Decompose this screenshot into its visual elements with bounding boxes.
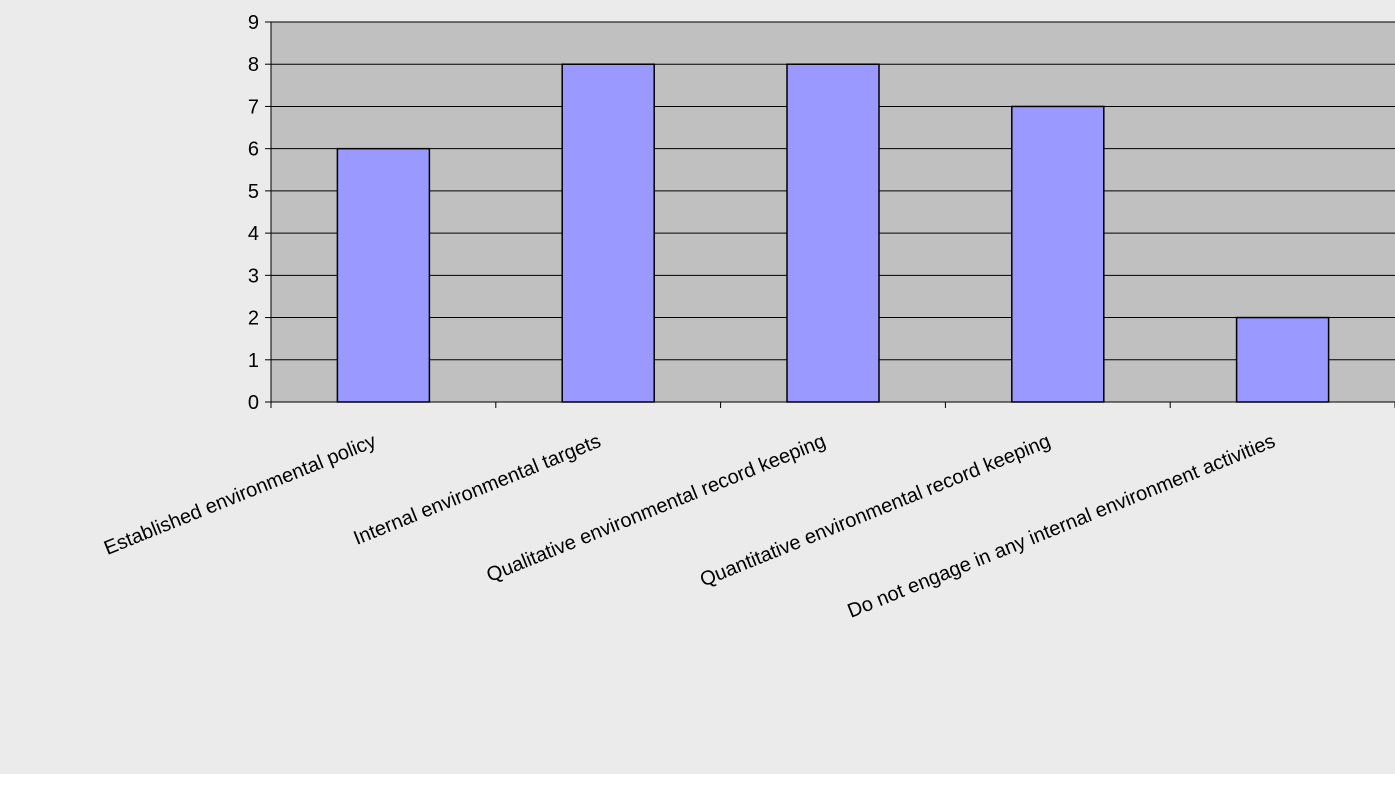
- y-tick-label: 4: [248, 223, 259, 245]
- bars: [336, 63, 1330, 403]
- bar: [561, 63, 655, 403]
- y-tick-label: 5: [248, 181, 259, 203]
- y-tick-label: 0: [248, 392, 259, 414]
- y-tick-labels: 0 1 2 3 4 5 6 7 8 9: [248, 12, 259, 414]
- bar: [786, 63, 880, 403]
- y-tick-label: 2: [248, 308, 259, 330]
- y-tick-label: 6: [248, 139, 259, 161]
- axes: [265, 21, 1395, 408]
- bar: [336, 147, 431, 403]
- y-tick-label: 1: [248, 350, 259, 372]
- y-tick-label: 7: [248, 96, 259, 118]
- bar: [1011, 105, 1105, 403]
- y-tick-label: 9: [248, 12, 259, 34]
- bar: [1235, 316, 1330, 403]
- y-tick-label: 8: [248, 54, 259, 76]
- y-tick-label: 3: [248, 265, 259, 287]
